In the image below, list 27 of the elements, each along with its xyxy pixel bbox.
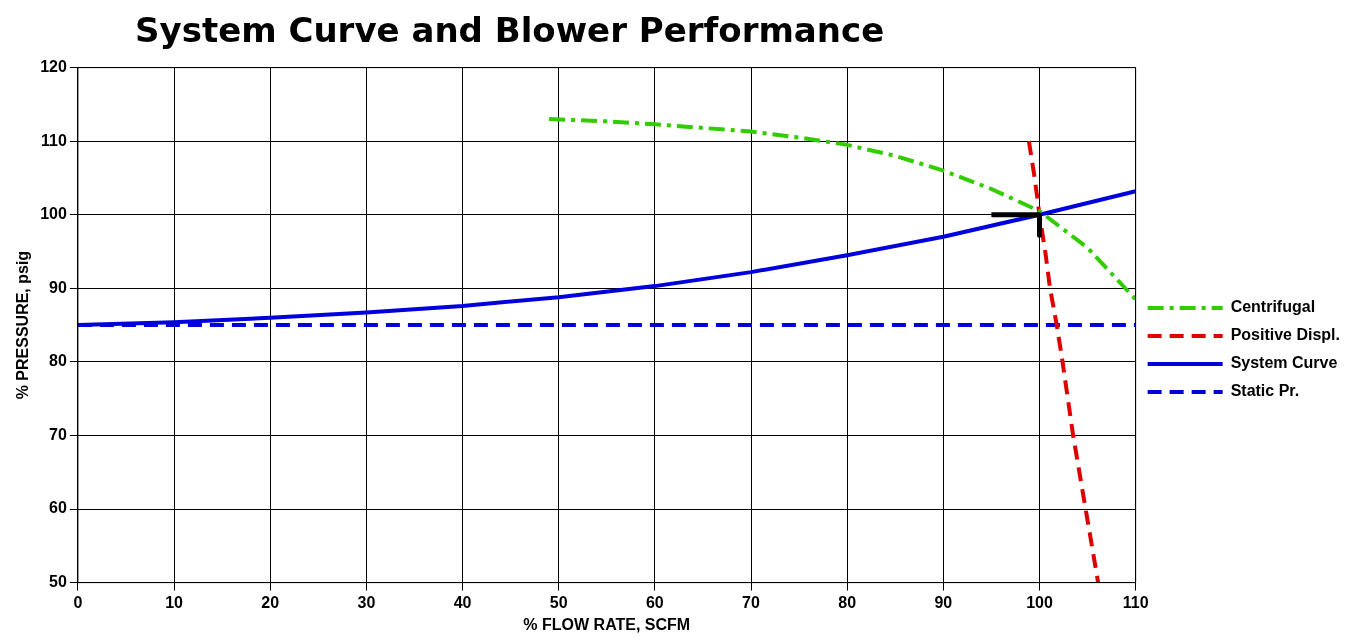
legend-label: System Curve (1230, 354, 1338, 372)
y-tick-label: 60 (49, 499, 67, 517)
y-tick-label: 90 (49, 278, 67, 296)
y-tick-label: 50 (49, 573, 67, 591)
y-tick-label: 110 (41, 131, 67, 149)
x-tick-label: 20 (261, 593, 280, 611)
y-tick-label: 70 (49, 425, 67, 443)
chart-title: System Curve and Blower Performance (135, 10, 885, 50)
y-tick-label: 120 (40, 58, 67, 76)
x-tick-label: 90 (934, 593, 953, 611)
x-tick-label: 0 (73, 593, 83, 611)
x-tick-label: 40 (453, 593, 472, 611)
x-tick-label: 10 (165, 593, 184, 611)
x-tick-label: 30 (357, 593, 376, 611)
y-tick-label: 80 (49, 352, 67, 370)
x-tick-label: 60 (645, 593, 664, 611)
x-tick-label: 70 (742, 593, 760, 611)
y-axis-title: % PRESSURE, psig (14, 250, 32, 400)
x-tick-label: 110 (1122, 593, 1149, 611)
y-tick-label: 100 (40, 205, 67, 223)
legend-label: Positive Displ. (1230, 326, 1341, 344)
legend-label: Centrifugal (1230, 298, 1316, 316)
x-tick-label: 80 (838, 593, 857, 611)
x-tick-label: 50 (549, 593, 568, 611)
x-axis-title: % FLOW RATE, SCFM (523, 615, 691, 633)
legend-label: Static Pr. (1230, 382, 1300, 400)
x-tick-label: 100 (1026, 593, 1053, 611)
